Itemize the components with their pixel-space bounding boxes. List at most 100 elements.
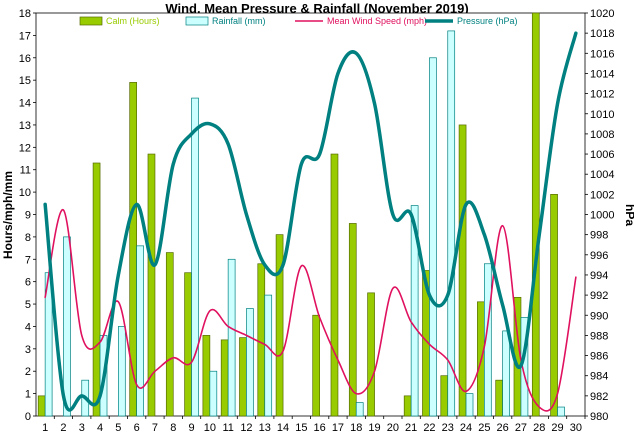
y2-tick-label: 998 <box>590 230 608 242</box>
calm-hours-bar <box>348 223 357 417</box>
rainfall-bar <box>264 294 273 417</box>
rainfall-bar <box>465 393 474 417</box>
calm-hours-bar <box>257 263 266 417</box>
x-tick-label: 7 <box>152 422 158 433</box>
x-tick-label: 6 <box>134 422 140 433</box>
y2-tick-label: 996 <box>590 250 608 262</box>
y-tick-label: 10 <box>19 187 31 199</box>
y2-axis-label: hPa <box>623 204 634 226</box>
y-tick-label: 16 <box>19 53 31 65</box>
y-tick-label: 9 <box>25 210 31 222</box>
rainfall-bar <box>484 263 492 417</box>
calm-hours-bar <box>495 379 504 417</box>
calm-hours-bar <box>220 339 229 417</box>
x-tick-label: 30 <box>570 422 582 433</box>
calm-hours-bar <box>458 124 467 417</box>
x-tick-label: 29 <box>551 422 563 433</box>
rainfall-bar <box>246 308 254 417</box>
y2-tick-label: 982 <box>590 391 608 403</box>
y2-tick-label: 1002 <box>590 189 614 201</box>
y-tick-label: 6 <box>25 277 31 289</box>
legend-label: Mean Wind Speed (mph) <box>327 16 427 26</box>
y-tick-label: 1 <box>25 389 31 401</box>
y2-tick-label: 988 <box>590 330 608 342</box>
calm-hours-bar <box>440 375 449 417</box>
pressure-line <box>43 31 578 412</box>
x-tick-label: 18 <box>350 422 362 433</box>
y-tick-label: 13 <box>19 120 31 132</box>
x-tick-label: 25 <box>478 422 490 433</box>
rainfall-bar <box>447 30 456 417</box>
mean-wind-speed-line <box>44 209 577 412</box>
y-tick-label: 12 <box>19 142 31 154</box>
rainfall-bar <box>429 57 437 417</box>
x-tick-label: 10 <box>204 422 216 433</box>
y2-tick-label: 1014 <box>590 68 614 80</box>
y2-tick-label: 994 <box>590 270 608 282</box>
y2-tick-label: 992 <box>590 290 608 302</box>
legend-swatch <box>79 16 103 26</box>
x-tick-label: 11 <box>222 422 233 433</box>
calm-hours-bar <box>330 153 339 417</box>
y-tick-label: 15 <box>19 75 31 87</box>
y-tick-label: 17 <box>19 30 31 42</box>
y2-tick-label: 1016 <box>590 48 614 60</box>
calm-hours-bar <box>184 272 192 417</box>
x-tick-label: 21 <box>405 422 417 433</box>
rainfall-bar <box>136 245 144 417</box>
y-tick-label: 18 <box>19 8 31 20</box>
calm-hours-bar <box>275 234 284 417</box>
y-tick-label: 5 <box>25 299 31 311</box>
x-tick-label: 23 <box>442 422 454 433</box>
calm-hours-bar <box>129 82 137 417</box>
x-tick-label: 8 <box>170 422 176 433</box>
x-tick-label: 17 <box>332 422 344 433</box>
x-tick-label: 15 <box>295 422 307 433</box>
y2-tick-label: 1018 <box>590 28 614 40</box>
y2-tick-label: 990 <box>590 310 608 322</box>
x-tick-label: 28 <box>533 422 545 433</box>
legend-label: Calm (Hours) <box>106 16 160 26</box>
rainfall-bar <box>191 97 199 417</box>
y2-tick-label: 1000 <box>590 210 614 222</box>
chart-title: Wind, Mean Pressure & Rainfall (November… <box>165 1 468 16</box>
legend-label: Rainfall (mm) <box>212 16 266 26</box>
calm-hours-bar <box>202 335 211 417</box>
x-tick-label: 14 <box>277 422 289 433</box>
x-tick-label: 13 <box>259 422 271 433</box>
x-tick-label: 5 <box>115 422 121 433</box>
rainfall-bar <box>117 326 126 417</box>
x-tick-label: 2 <box>60 422 66 433</box>
x-tick-label: 19 <box>368 422 380 433</box>
calm-hours-bar <box>531 12 540 417</box>
legend-label: Pressure (hPa) <box>457 16 518 26</box>
calm-hours-bar <box>239 337 247 417</box>
calm-hours-bar <box>92 162 101 417</box>
y-tick-label: 2 <box>25 366 31 378</box>
x-tick-label: 20 <box>387 422 399 433</box>
y2-tick-label: 980 <box>590 411 608 423</box>
y2-tick-label: 1008 <box>590 129 614 141</box>
calm-hours-bar <box>37 395 46 417</box>
x-tick-label: 26 <box>497 422 509 433</box>
x-tick-label: 12 <box>240 422 252 433</box>
x-tick-label: 4 <box>97 422 103 433</box>
calm-hours-bar <box>403 395 412 417</box>
calm-hours-bar <box>550 194 558 417</box>
x-tick-label: 9 <box>188 422 194 433</box>
x-tick-label: 3 <box>79 422 85 433</box>
legend-swatch <box>185 16 209 26</box>
x-tick-label: 27 <box>515 422 527 433</box>
y2-tick-label: 1004 <box>590 169 614 181</box>
x-tick-label: 22 <box>423 422 435 433</box>
y2-tick-label: 1012 <box>590 89 614 101</box>
rainfall-bar <box>557 406 565 417</box>
rainfall-bar <box>355 402 364 417</box>
calm-hours-bar <box>147 153 156 417</box>
y-tick-label: 3 <box>25 344 31 356</box>
y2-tick-label: 1010 <box>590 109 614 121</box>
rainfall-bar <box>227 258 236 417</box>
rainfall-bar <box>502 330 510 417</box>
rainfall-bar <box>63 236 71 417</box>
